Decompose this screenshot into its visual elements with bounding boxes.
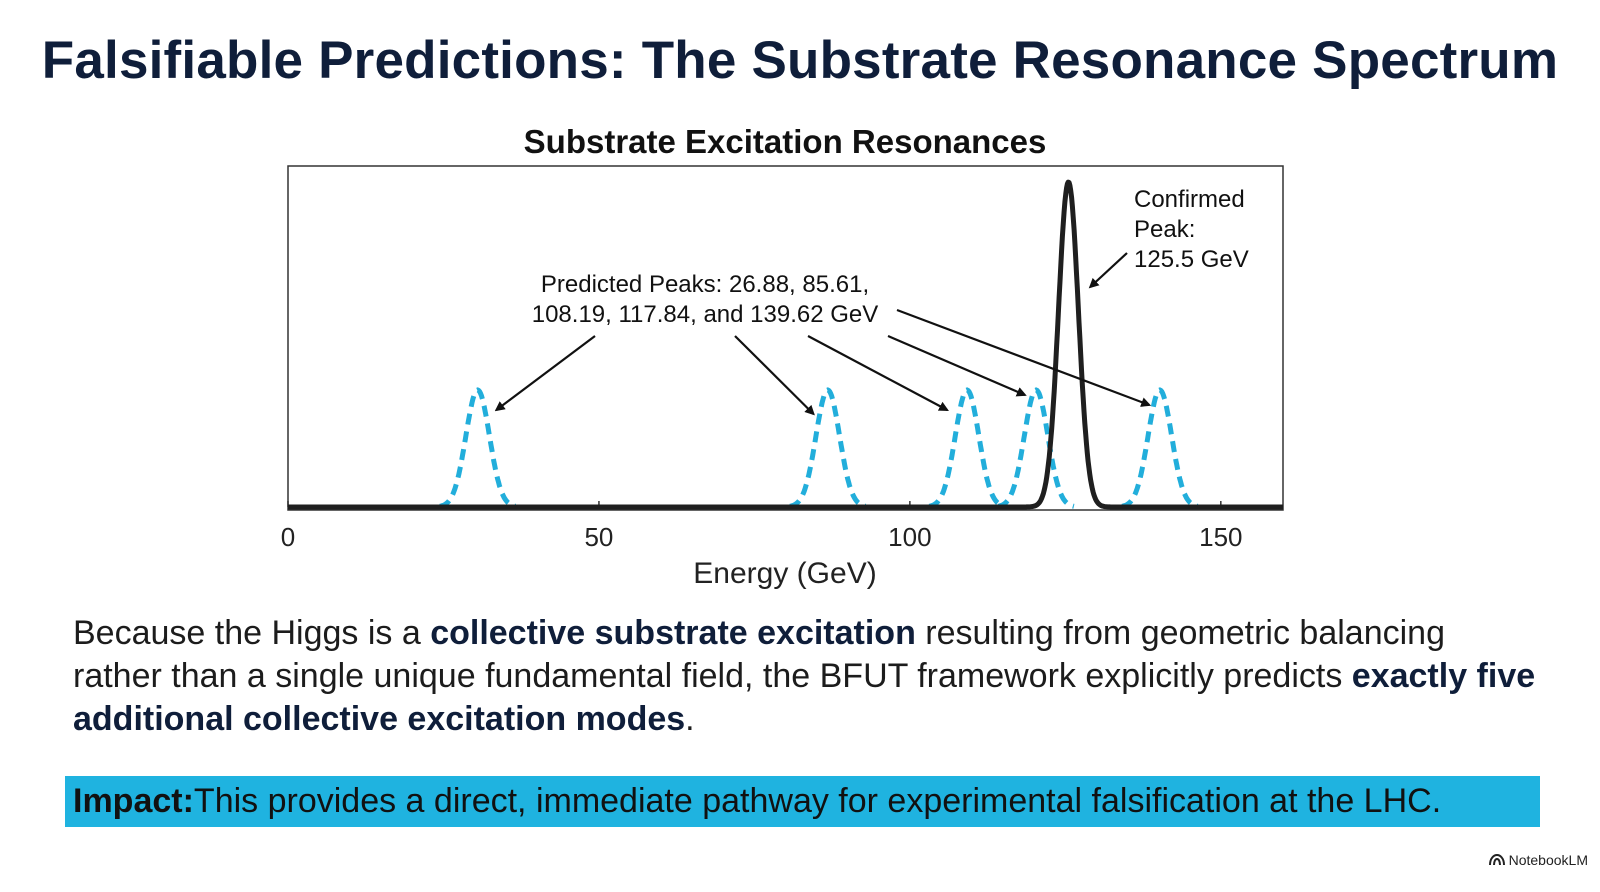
chart-title: Substrate Excitation Resonances [524, 123, 1047, 160]
predicted-arrow-0 [494, 335, 596, 412]
predicted-peak-4 [1121, 387, 1199, 509]
predicted-annotation-line-1: 108.19, 117.84, and 139.62 GeV [532, 301, 879, 328]
predicted-annotation-line-0: Predicted Peaks: 26.88, 85.61, [541, 271, 869, 298]
impact-text: This provides a direct, immediate pathwa… [193, 782, 1442, 820]
x-tick-label-0: 0 [281, 522, 295, 552]
resonance-chart: Substrate Excitation Resonances 0 50 100 15… [281, 123, 1285, 590]
body-text-3: . [685, 700, 695, 738]
plot-frame [287, 165, 1284, 511]
predicted-arrow-3 [887, 334, 1027, 397]
predicted-peak-0 [439, 387, 516, 509]
predicted-peak-3 [997, 387, 1075, 509]
predicted-peak-2 [928, 387, 1006, 509]
body-bold-1: collective substrate excitation [430, 614, 916, 652]
confirmed-annotation-line-2: 125.5 GeV [1134, 246, 1249, 273]
notebooklm-logo-icon [1488, 854, 1505, 866]
brand-label: NotebookLM [1508, 852, 1588, 868]
body-bold-2: exactly five additional collective excit… [73, 657, 1536, 738]
x-axis-label: Energy (GeV) [693, 557, 876, 590]
confirmed-arrow [1088, 252, 1128, 289]
predicted-peak-1 [789, 387, 867, 509]
brand-mark: NotebookLM [1488, 852, 1588, 868]
predicted-arrow-2 [807, 335, 949, 411]
x-tick-label-3: 150 [1199, 522, 1242, 552]
page-title: Falsifiable Predictions: The Substrate R… [41, 31, 1559, 90]
impact-label: Impact: [73, 782, 194, 820]
confirmed-annotation-line-1: Peak: [1134, 216, 1195, 243]
body-paragraph: Because the Higgs is a collective substr… [73, 612, 1543, 741]
body-text-2: resulting from geometric balancing rathe… [73, 614, 1445, 695]
confirmed-annotation-line-0: Confirmed [1134, 186, 1245, 213]
predicted-arrow-4 [896, 308, 1152, 407]
x-tick-label-1: 50 [584, 522, 613, 552]
x-tick-label-2: 100 [888, 522, 931, 552]
predicted-arrow-1 [734, 335, 815, 416]
confirmed-peak-line [286, 179, 1285, 510]
impact-banner: Impact: This provides a direct, immediat… [65, 776, 1540, 827]
body-text-1: Because the Higgs is a [73, 614, 431, 652]
